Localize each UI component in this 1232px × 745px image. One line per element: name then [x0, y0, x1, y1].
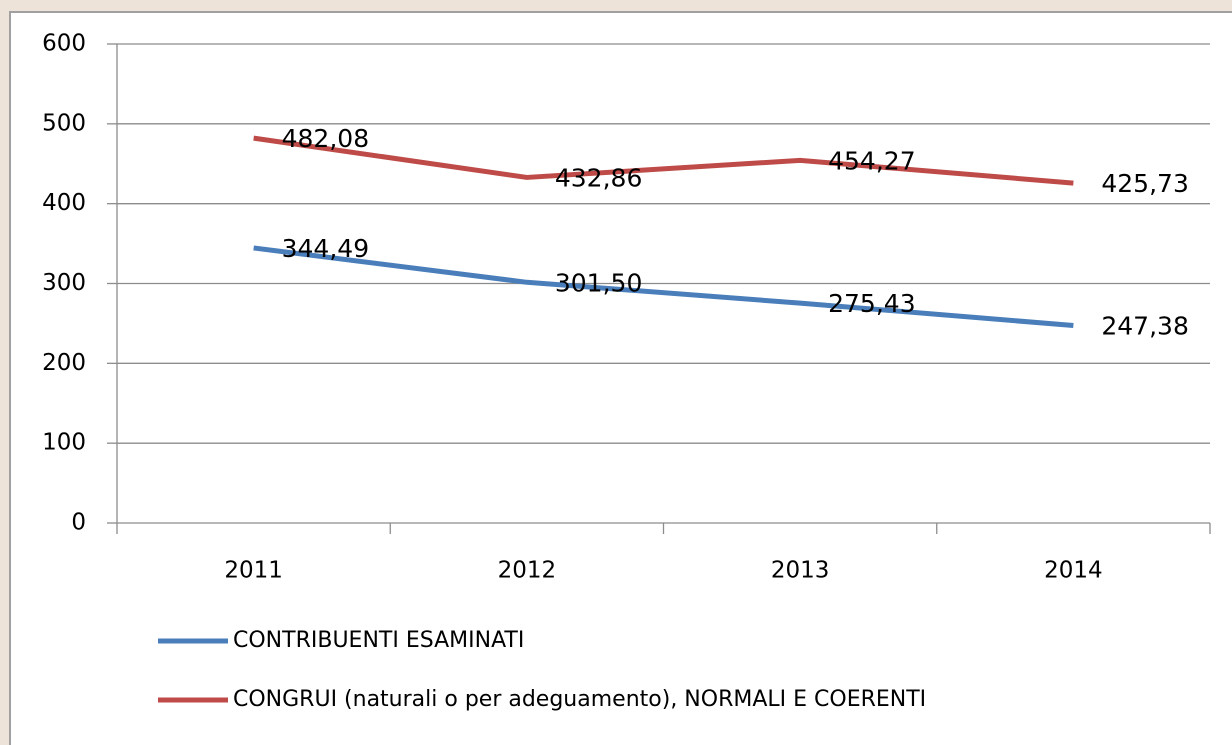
y-tick-label: 100 [42, 430, 86, 456]
data-label: 425,73 [1101, 169, 1188, 198]
series-line [253, 245, 1074, 328]
x-tick-label: 2011 [224, 558, 283, 584]
y-tick-label: 400 [42, 190, 86, 216]
chart-frame [9, 11, 1232, 745]
data-label: 301,50 [555, 268, 642, 297]
legend-label: CONGRUI (naturali o per adeguamento), NO… [233, 687, 926, 712]
data-label: 344,49 [282, 234, 369, 263]
data-label: 247,38 [1101, 312, 1188, 341]
data-label: 482,08 [282, 124, 369, 153]
y-tick-label: 500 [42, 110, 86, 136]
x-tick-label: 2013 [771, 558, 830, 584]
x-tick-label: 2012 [498, 558, 557, 584]
y-tick-label: 600 [42, 31, 86, 57]
x-tick-label: 2014 [1044, 558, 1103, 584]
legend-label: CONTRIBUENTI ESAMINATI [233, 628, 524, 653]
data-label: 454,27 [828, 146, 915, 175]
y-tick-label: 200 [42, 350, 86, 376]
data-label: 432,86 [555, 163, 642, 192]
y-tick-label: 0 [71, 510, 86, 536]
data-label: 275,43 [828, 289, 915, 318]
series-line [253, 135, 1074, 186]
y-tick-label: 300 [42, 270, 86, 296]
